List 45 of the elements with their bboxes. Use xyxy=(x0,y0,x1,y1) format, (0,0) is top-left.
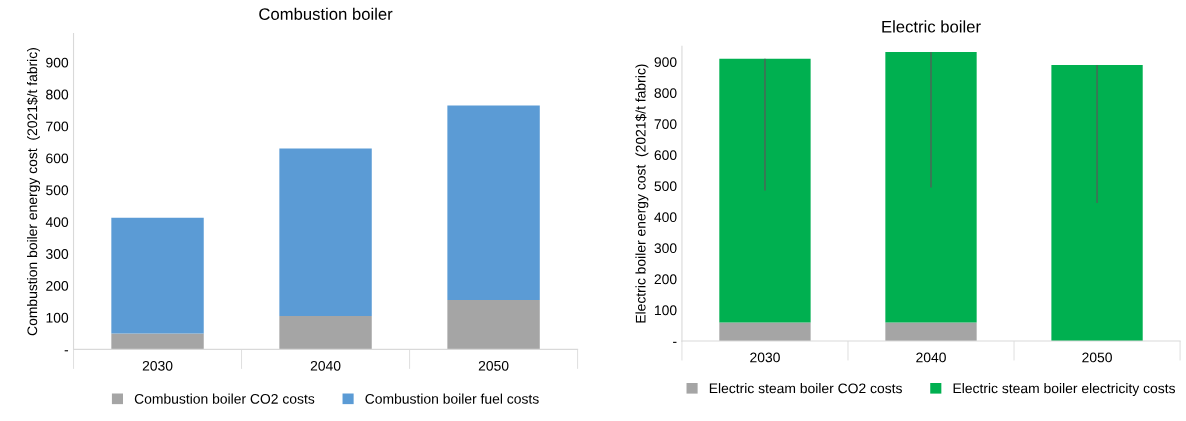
bar xyxy=(111,333,204,350)
x-tick-label: 2040 xyxy=(310,360,341,371)
bar xyxy=(111,217,204,334)
bar xyxy=(279,315,372,350)
y-tick-label: - xyxy=(64,350,69,352)
y-tick-label: 100 xyxy=(654,305,677,316)
x-tick-label: 2030 xyxy=(142,360,173,371)
y-tick-label: 800 xyxy=(654,88,677,99)
y-tick-label: 600 xyxy=(654,150,677,161)
y-tick-label: 400 xyxy=(654,212,677,223)
y-tick-label: 900 xyxy=(46,57,69,68)
chart-title: Combustion boiler xyxy=(259,7,393,20)
bar xyxy=(719,58,811,323)
x-tick-label: 2040 xyxy=(916,352,946,363)
y-tick-label: 800 xyxy=(46,89,69,100)
bar xyxy=(885,51,977,323)
x-tick-label: 2050 xyxy=(1082,352,1112,363)
y-tick-label: 300 xyxy=(654,243,677,254)
bar xyxy=(719,322,811,342)
y-tick-label: 500 xyxy=(654,181,677,192)
legend-label: Electric steam boiler electricity costs xyxy=(953,383,1176,396)
y-tick-label: 700 xyxy=(46,121,69,132)
x-tick-label: 2050 xyxy=(478,360,509,371)
y-tick-label: - xyxy=(673,341,677,343)
bar xyxy=(447,299,540,350)
y-tick-label: 200 xyxy=(654,274,677,285)
y-tick-label: 300 xyxy=(46,249,69,259)
y-tick-label: 700 xyxy=(654,119,677,130)
y-tick-label: 900 xyxy=(654,57,677,67)
bar xyxy=(885,322,977,342)
x-tick-label: 2030 xyxy=(750,352,780,363)
legend-label: Combustion boiler CO2 costs xyxy=(134,393,315,404)
legend-label: Electric steam boiler CO2 costs xyxy=(709,383,902,394)
y-axis-title: Combustion boiler energy cost (2021$/t fabric) xyxy=(26,48,40,336)
chart-title: Electric boiler xyxy=(882,20,981,33)
legend-label: Combustion boiler fuel costs xyxy=(365,393,539,404)
bar xyxy=(1051,64,1143,342)
bar xyxy=(447,105,540,300)
y-tick-label: 200 xyxy=(46,280,69,291)
y-axis-title: Electric boiler energy cost (2021$/t fabric) xyxy=(635,64,649,323)
y-tick-label: 500 xyxy=(46,185,69,196)
bar xyxy=(279,148,372,316)
y-tick-label: 400 xyxy=(45,217,69,228)
y-tick-label: 600 xyxy=(46,153,69,164)
y-tick-label: 100 xyxy=(46,312,69,323)
